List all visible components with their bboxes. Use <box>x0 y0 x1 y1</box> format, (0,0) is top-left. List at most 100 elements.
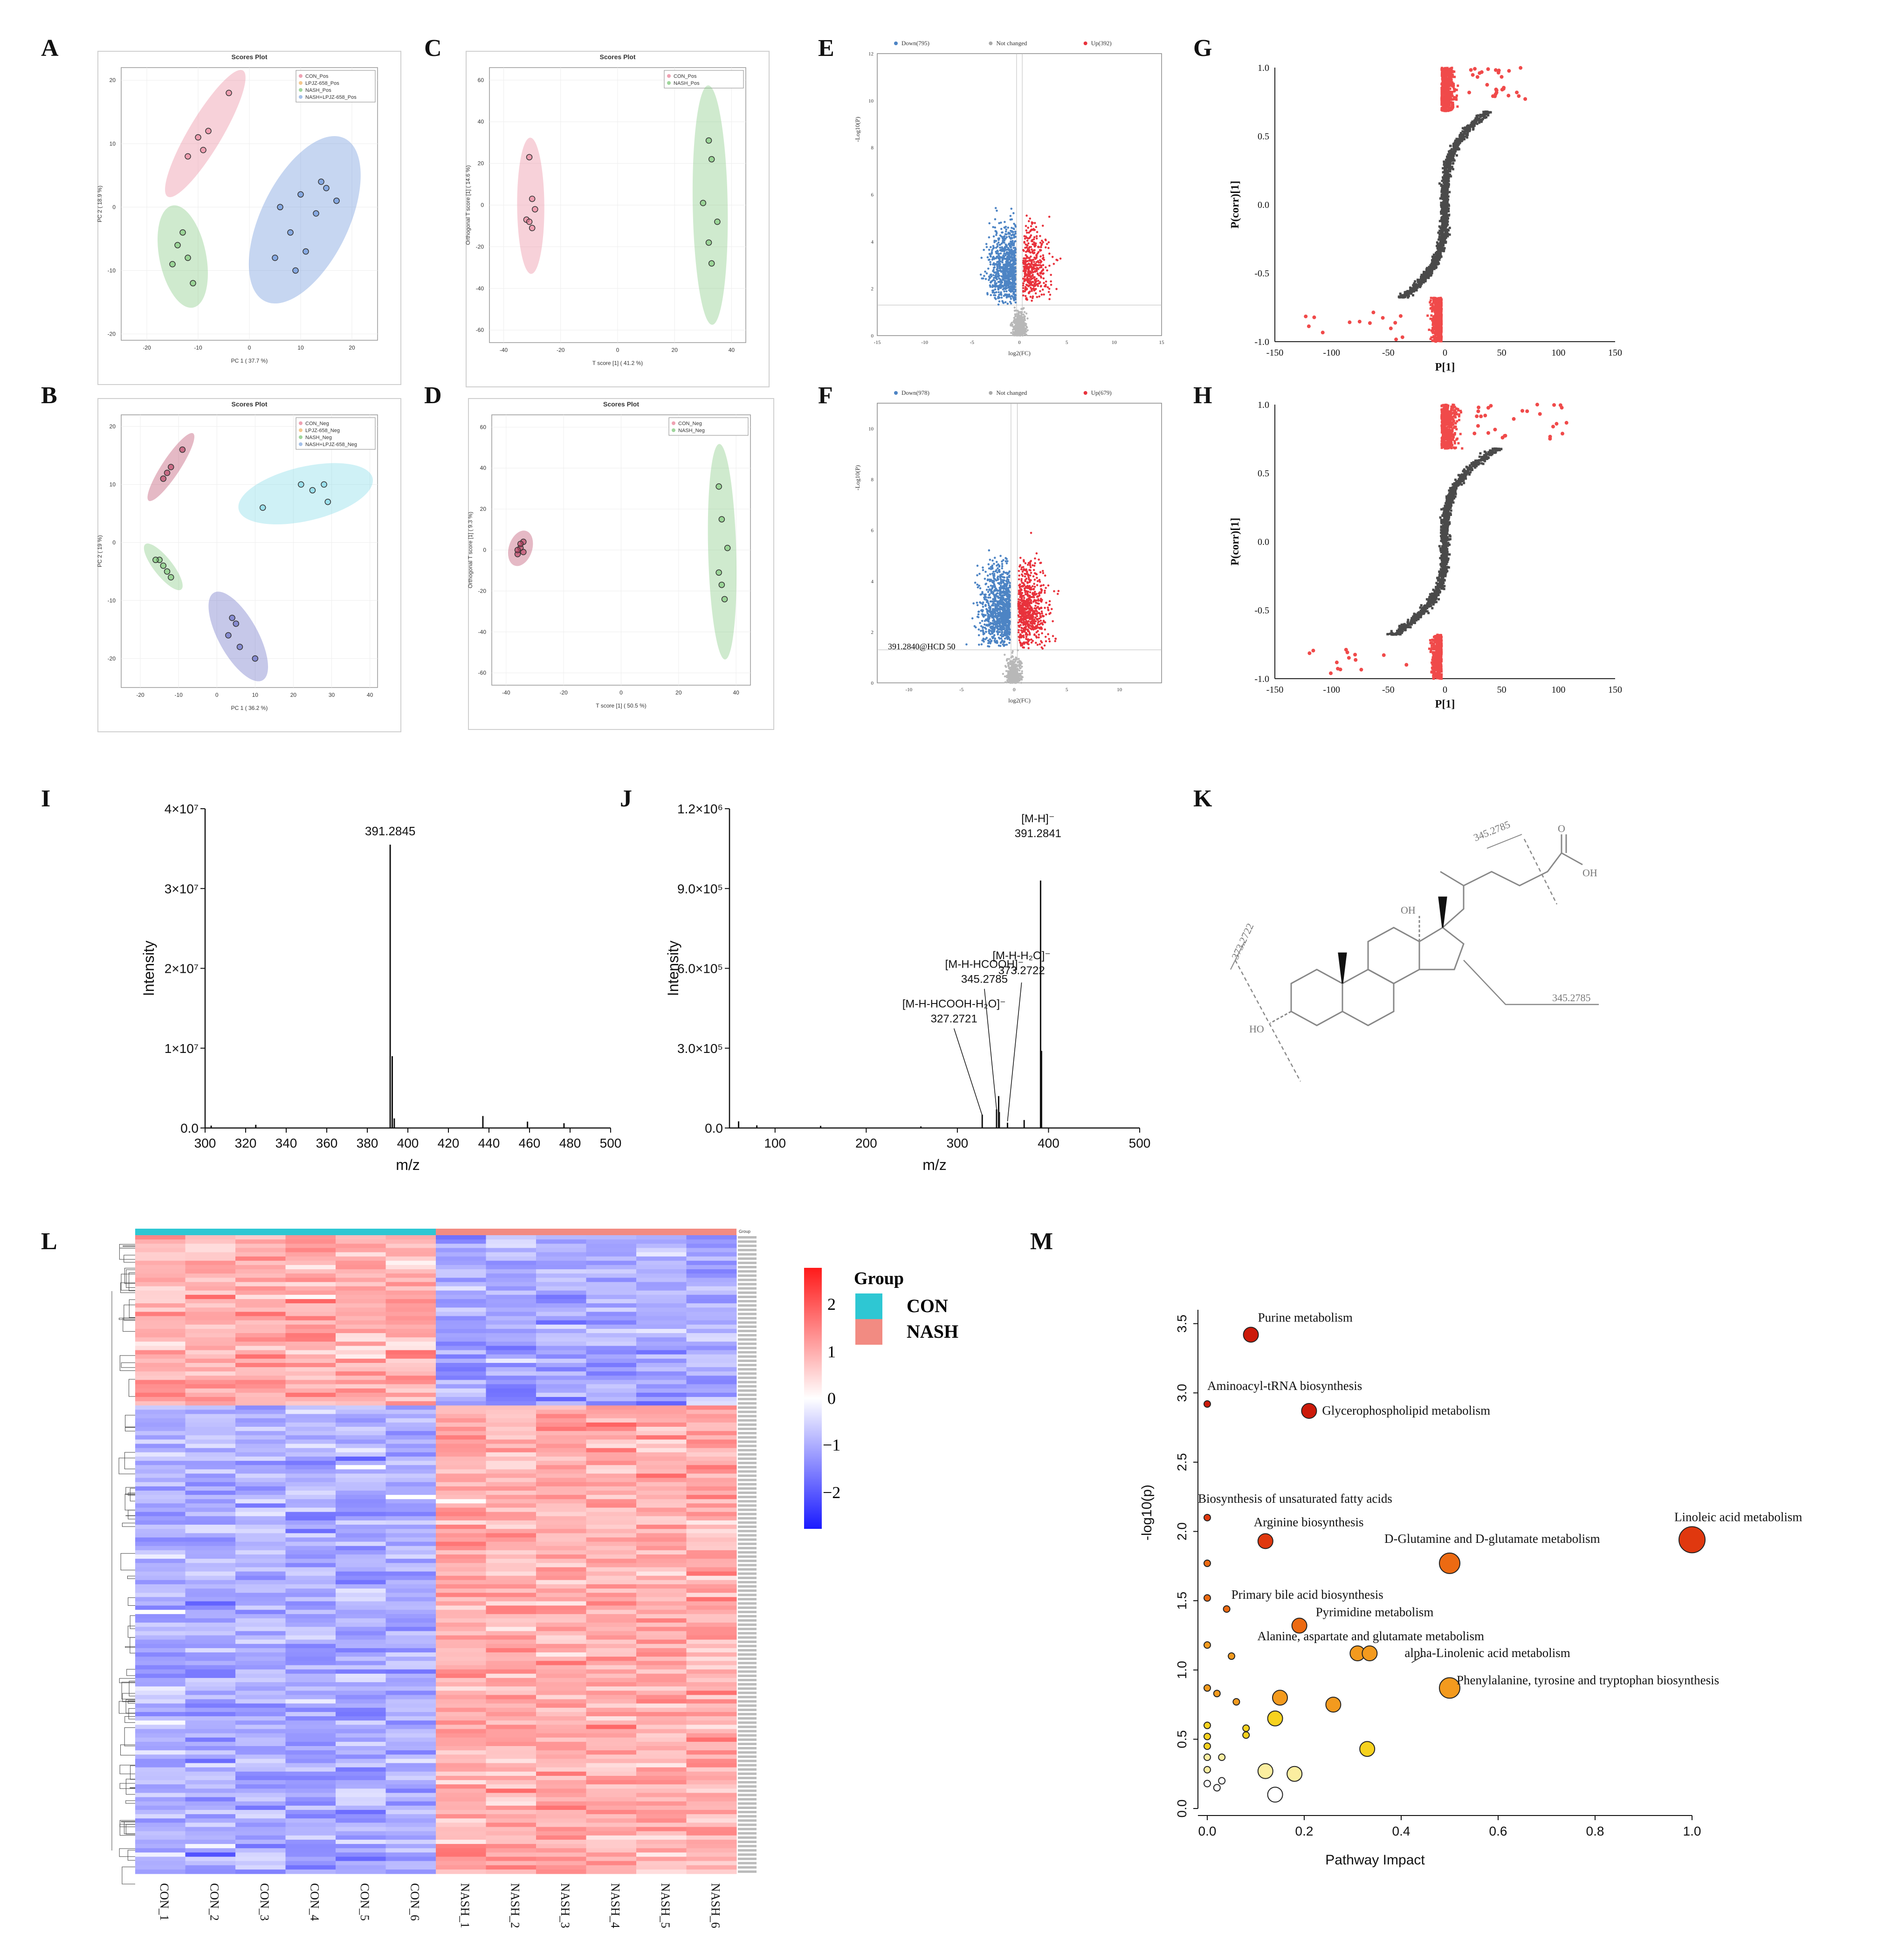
point-up <box>1040 293 1043 296</box>
point-up <box>1047 633 1049 635</box>
point-up <box>1025 231 1028 234</box>
point-down <box>994 218 997 220</box>
point-down <box>982 569 984 571</box>
point-not-changed <box>1022 308 1024 310</box>
point-not-changed <box>1014 326 1017 329</box>
point-down <box>1010 246 1012 249</box>
score-point <box>167 574 174 581</box>
point-up <box>1024 265 1026 268</box>
score-point <box>529 195 536 202</box>
point-up <box>1042 264 1045 267</box>
point-up <box>1025 225 1027 227</box>
point-down <box>1009 236 1011 239</box>
point-down <box>998 613 1001 616</box>
legend-label: Not changed <box>996 389 1027 396</box>
point-up <box>1035 283 1038 286</box>
point-down <box>1012 212 1015 214</box>
point-down <box>1000 221 1002 224</box>
point-down <box>987 267 990 270</box>
point-up <box>1041 289 1044 291</box>
point-down <box>1000 235 1003 238</box>
point-up <box>1044 636 1047 638</box>
score-point <box>179 446 186 453</box>
point-up <box>1041 632 1043 634</box>
point-down <box>994 589 997 592</box>
point-up <box>1032 575 1035 578</box>
point-not-changed <box>1020 676 1023 679</box>
point-up <box>1026 284 1029 287</box>
point-up <box>1023 568 1025 571</box>
point-up <box>1048 264 1051 267</box>
point-down <box>976 574 978 577</box>
point-down <box>1005 233 1008 236</box>
point-down <box>983 248 985 251</box>
point-up <box>1030 240 1033 242</box>
point-up <box>1020 578 1023 580</box>
point-up <box>1047 609 1050 612</box>
score-point <box>321 481 327 488</box>
y-tick: 60 <box>480 424 487 430</box>
confidence-ellipse <box>692 85 728 325</box>
point-not-changed <box>1013 674 1016 676</box>
point-down <box>1010 250 1013 253</box>
point-up <box>1029 569 1032 571</box>
point-up <box>1041 224 1044 227</box>
point-down <box>993 294 995 296</box>
score-point <box>164 568 171 575</box>
point-up <box>1032 612 1035 614</box>
point-down <box>1002 635 1004 638</box>
point-up <box>1027 242 1030 245</box>
y-tick: -1.0 <box>1254 337 1269 347</box>
panel-letter-a: A <box>41 35 59 62</box>
point-up <box>1050 274 1052 276</box>
legend-label: CON_Neg <box>678 421 702 426</box>
point-not-changed <box>1008 658 1011 660</box>
point-not-changed <box>1020 311 1023 314</box>
point-up <box>1026 624 1029 627</box>
y-tick: 20 <box>110 77 116 83</box>
point-down <box>992 571 995 573</box>
confidence-ellipse <box>248 136 361 304</box>
point-not-changed <box>1023 315 1025 317</box>
point-down <box>993 580 995 583</box>
legend-marker <box>667 74 671 78</box>
point-down <box>994 288 997 291</box>
legend-box <box>664 70 744 89</box>
point-down <box>993 257 996 260</box>
point-down <box>973 625 976 627</box>
point-up <box>1040 610 1043 613</box>
point-down <box>992 623 995 625</box>
plot-area <box>877 53 1162 336</box>
point-up <box>1048 638 1050 640</box>
point-up <box>1039 290 1041 292</box>
panel-letter-c: C <box>424 35 442 62</box>
point-down <box>976 604 979 606</box>
point-down <box>1013 222 1015 225</box>
point-down <box>1006 582 1009 585</box>
point-down <box>988 258 991 261</box>
point-up <box>1037 598 1039 600</box>
point-down <box>992 611 995 613</box>
point-down <box>1004 230 1007 233</box>
score-point <box>160 475 167 482</box>
point-down <box>998 636 1000 639</box>
point-down <box>992 619 995 621</box>
point-up <box>1029 265 1031 268</box>
score-point <box>164 469 171 476</box>
point-up <box>1030 531 1032 534</box>
point-up <box>1032 569 1035 571</box>
y-tick: -0.5 <box>1254 268 1269 279</box>
point-up <box>1025 632 1028 634</box>
point-up <box>1039 562 1042 564</box>
legend-label: NASH_Neg <box>305 435 332 440</box>
point-up <box>1046 286 1049 289</box>
point-down <box>1005 269 1007 272</box>
point-down <box>983 615 985 618</box>
point-not-changed <box>1013 679 1015 681</box>
point-down <box>998 263 1000 265</box>
point-up <box>1038 261 1040 264</box>
point-up <box>1039 571 1042 573</box>
point-up <box>1042 254 1045 257</box>
score-point <box>190 280 196 287</box>
